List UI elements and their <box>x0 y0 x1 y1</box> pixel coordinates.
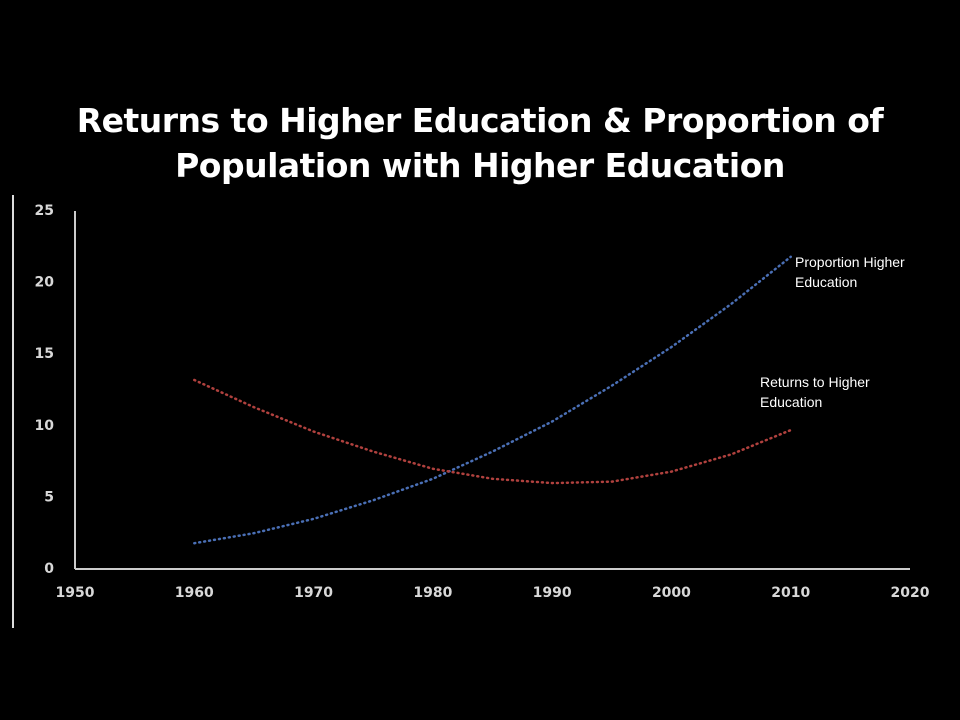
y-tick-label: 10 <box>35 418 55 434</box>
chart-title: Returns to Higher Education & Proportion… <box>76 101 884 185</box>
x-tick-label: 1990 <box>533 585 572 601</box>
series-label: Proportion Higher Education <box>795 254 905 290</box>
x-tick-label: 1960 <box>175 585 214 601</box>
x-tick-label: 2000 <box>652 585 691 601</box>
x-tick-label: 1950 <box>56 585 95 601</box>
x-tick-label: 1970 <box>294 585 333 601</box>
y-tick-label: 20 <box>35 275 55 291</box>
y-tick-label: 0 <box>44 561 54 577</box>
x-tick-label: 2020 <box>891 585 930 601</box>
data-line <box>193 378 792 485</box>
data-line <box>193 255 792 545</box>
series-label: Returns to Higher Education <box>760 374 870 410</box>
x-tick-label: 2010 <box>771 585 810 601</box>
y-tick-label: 15 <box>35 346 54 362</box>
x-tick-label: 1980 <box>413 585 452 601</box>
y-tick-label: 25 <box>35 203 54 219</box>
y-tick-label: 5 <box>44 489 54 505</box>
